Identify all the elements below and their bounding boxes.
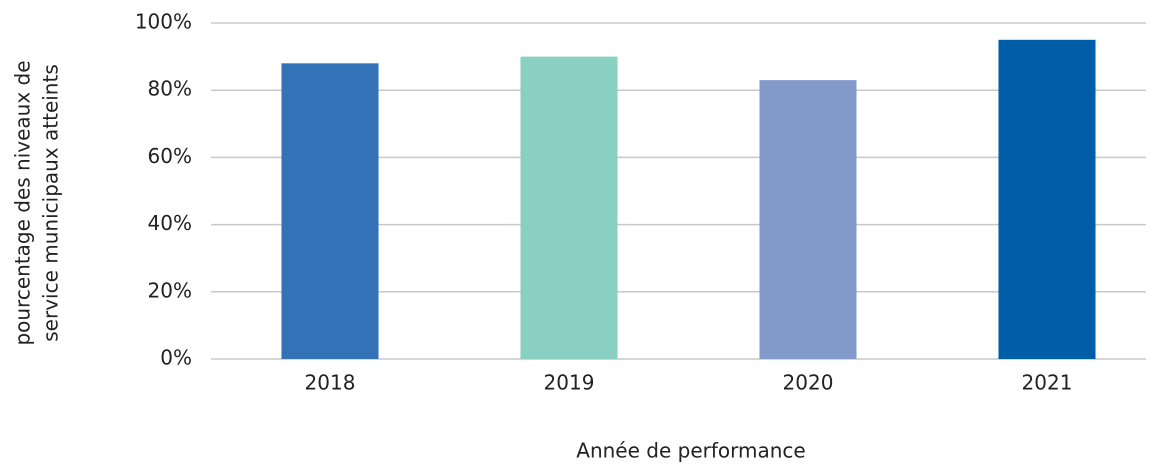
bar xyxy=(520,56,618,359)
y-axis-label-line: service municipaux atteints xyxy=(39,64,63,342)
y-tick-label: 100% xyxy=(135,10,192,34)
y-tick-label: 80% xyxy=(148,77,192,101)
x-tick-label: 2018 xyxy=(305,371,356,395)
y-tick-label: 60% xyxy=(148,144,192,168)
bar xyxy=(281,63,379,359)
y-axis-label-line: pourcentage des niveaux de xyxy=(11,60,35,345)
y-tick-label: 40% xyxy=(148,211,192,235)
bar xyxy=(998,39,1096,360)
bar xyxy=(759,80,857,360)
x-tick-label: 2020 xyxy=(783,371,834,395)
x-tick-label: 2019 xyxy=(544,371,595,395)
x-axis-label: Année de performance xyxy=(576,439,805,463)
x-tick-label: 2021 xyxy=(1022,371,1073,395)
y-axis-label: pourcentage des niveaux de service munic… xyxy=(11,60,63,345)
y-tick-label: 0% xyxy=(160,346,192,370)
y-tick-label: 20% xyxy=(148,278,192,302)
